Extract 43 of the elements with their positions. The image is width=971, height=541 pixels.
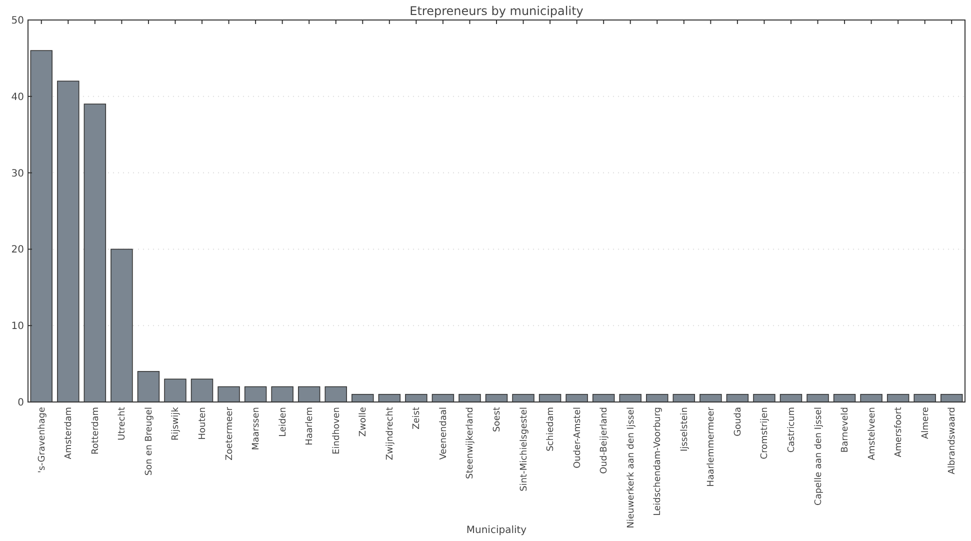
x-tick-label: Albrandswaard bbox=[948, 407, 958, 474]
x-tick-label: Ijsselstein bbox=[680, 407, 690, 452]
y-tick-label: 40 bbox=[11, 92, 24, 103]
x-tick-label: Steenwijkerland bbox=[466, 407, 476, 479]
x-tick-label: Amersfoort bbox=[894, 406, 904, 458]
x-tick-label: Son en Breugel bbox=[144, 407, 154, 476]
x-tick-label: Soest bbox=[492, 406, 502, 432]
x-tick-label: Rijswijk bbox=[171, 406, 182, 441]
x-tick-label: Haarlem bbox=[305, 407, 316, 446]
y-tick-label: 50 bbox=[11, 16, 24, 26]
x-tick-label: Veenendaal bbox=[438, 407, 449, 460]
x-tick-label: Barneveld bbox=[840, 407, 851, 453]
x-tick-label: Sint-Michielsgestel bbox=[519, 407, 530, 492]
chart-title: Etrepreneurs by municipality bbox=[410, 4, 584, 18]
x-tick-label: Zwijndrecht bbox=[385, 406, 396, 460]
x-tick-label: Almere bbox=[920, 406, 931, 440]
x-tick-label: Leiden bbox=[278, 407, 288, 437]
x-tick-label: Rotterdam bbox=[90, 407, 101, 454]
x-tick-label: Gouda bbox=[733, 407, 744, 436]
x-tick-label: Amsterdam bbox=[64, 407, 74, 460]
x-tick-label: Capelle aan den Ijssel bbox=[814, 407, 824, 506]
x-tick-label: Houten bbox=[198, 407, 208, 440]
x-tick-label: Maarssen bbox=[252, 407, 262, 450]
x-tick-label: Oud-Beijerland bbox=[600, 407, 610, 474]
x-tick-label: Cromstrijen bbox=[760, 407, 770, 460]
x-tick-label: Zoetermeer bbox=[224, 406, 235, 460]
x-tick-label: Haarlemmermeer bbox=[706, 406, 717, 487]
x-tick-label: Utrecht bbox=[118, 406, 128, 440]
x-tick-label: Nieuwerkerk aan den Ijssel bbox=[626, 407, 636, 528]
y-tick-label: 20 bbox=[11, 244, 24, 256]
x-tick-label: 's-Gravenhage bbox=[37, 406, 48, 473]
x-tick-label: Zeist bbox=[412, 406, 422, 430]
x-tick-label: Eindhoven bbox=[332, 407, 342, 454]
x-tick-label: Ouder-Amstel bbox=[572, 407, 583, 468]
x-tick-label: Amstelveen bbox=[867, 407, 878, 460]
y-tick-label: 30 bbox=[11, 168, 24, 180]
x-axis-title: Municipality bbox=[466, 525, 527, 536]
x-tick-label: Castricum bbox=[786, 407, 797, 453]
x-tick-label: Schiedam bbox=[546, 407, 556, 452]
x-tick-label: Leidschendam-Voorburg bbox=[653, 407, 664, 516]
x-tick-label: Zwolle bbox=[358, 406, 369, 437]
y-tick-label: 10 bbox=[11, 321, 24, 332]
y-tick-label: 0 bbox=[18, 398, 24, 408]
